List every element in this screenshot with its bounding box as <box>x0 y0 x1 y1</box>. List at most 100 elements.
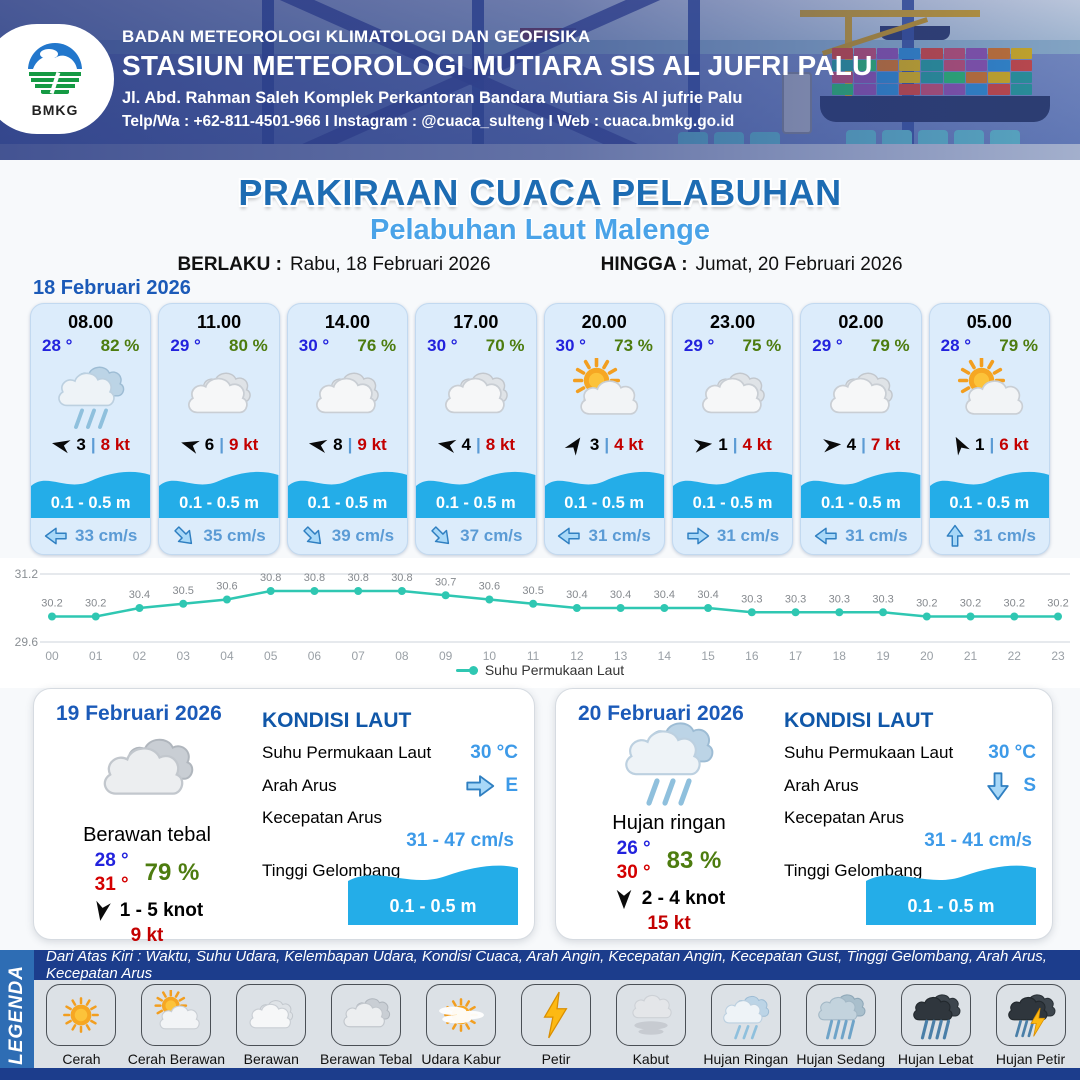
petir-icon <box>520 984 591 1046</box>
current-direction-icon <box>172 526 196 546</box>
current-direction-icon <box>429 526 453 546</box>
svg-text:07: 07 <box>351 649 365 663</box>
svg-text:30.8: 30.8 <box>391 572 412 584</box>
hourly-card: 14.00 30 ° 76 % 8 | 9 kt 0.1 - 0.5 m 39 … <box>286 303 409 555</box>
svg-text:30.6: 30.6 <box>479 581 500 593</box>
separator: | <box>732 435 738 454</box>
legend-item-label: Hujan Lebat <box>897 1051 974 1067</box>
current-speed: 33 cm/s <box>74 526 138 545</box>
wave-height-band: 0.1 - 0.5 m <box>672 466 793 518</box>
separator: | <box>219 435 225 454</box>
card-temp: 29 ° <box>683 336 715 355</box>
current-speed: 35 cm/s <box>203 526 266 545</box>
svg-text:30.2: 30.2 <box>85 598 106 610</box>
weather-icon <box>31 356 150 432</box>
wind-direction-icon <box>180 435 200 455</box>
card-time: 08.00 <box>68 312 114 332</box>
svg-text:01: 01 <box>89 649 103 663</box>
svg-text:30.2: 30.2 <box>41 598 62 610</box>
wind-speed: 1 <box>718 435 728 454</box>
wave-height-band: 0.1 - 0.5 m <box>416 466 536 518</box>
hourly-card: 20.00 30 ° 73 % 3 | 4 kt 0.1 - 0.5 m 31 … <box>543 303 665 555</box>
wind-gust: 4 kt <box>614 435 644 454</box>
legend-title: LEGENDA <box>6 965 27 1065</box>
svg-text:13: 13 <box>614 649 628 663</box>
weather-icon <box>545 356 664 432</box>
wave-height-band: 0.1 - 0.5 m <box>801 466 921 518</box>
svg-text:30.4: 30.4 <box>129 589 150 601</box>
wind-direction-icon <box>613 888 635 910</box>
current-row: 33 cm/s <box>31 518 150 554</box>
sst-label: Suhu Permukaan Laut <box>262 743 432 762</box>
wind-direction-icon <box>91 900 113 922</box>
sst-value: 30 °C <box>470 742 518 763</box>
daily-card: 20 Februari 2026 Hujan ringan 26 ° 30 ° … <box>555 688 1053 940</box>
bmkg-logo: BMKG <box>0 24 114 134</box>
weather-icon <box>930 356 1049 432</box>
header-overlay <box>0 0 1080 160</box>
current-speed: 31 cm/s <box>973 526 1036 545</box>
legend-item: Cerah <box>35 984 127 1067</box>
current-direction-label: Arah Arus <box>784 776 859 795</box>
station-address: Jl. Abd. Rahman Saleh Komplek Perkantora… <box>122 89 743 107</box>
wind-gust: 9 kt <box>357 435 387 454</box>
current-speed: 31 cm/s <box>716 526 780 545</box>
svg-text:04: 04 <box>220 649 234 663</box>
svg-text:03: 03 <box>177 649 191 663</box>
current-direction-icon <box>943 524 967 547</box>
svg-text:29.6: 29.6 <box>15 635 39 649</box>
card-humidity: 73 % <box>614 336 653 355</box>
legend-item: Petir <box>510 984 602 1067</box>
wind-direction-icon <box>437 435 457 455</box>
svg-text:12: 12 <box>570 649 584 663</box>
sst-chart: 31.2 29.6 30.2 00 30.2 01 30.4 02 30.5 03 30.6 04 30… <box>15 567 1070 663</box>
temp-humidity-row: 28 ° 82 % <box>31 336 150 356</box>
legend-item-label: Berawan <box>243 1051 299 1067</box>
temp-humidity-row: 30 ° 76 % <box>288 336 407 356</box>
wave-height: 0.1 - 0.5 m <box>564 494 645 512</box>
legend-items: Cerah Cerah Berawan Berawan Berawan Teba… <box>34 984 1078 1067</box>
card-humidity: 79 % <box>870 336 910 355</box>
wind-row: 4 | 7 kt <box>801 432 920 458</box>
wind-gust: 9 kt <box>229 435 259 454</box>
legend-item: Hujan Lebat <box>890 984 982 1067</box>
card-temp: 29 ° <box>170 336 201 355</box>
svg-text:30.8: 30.8 <box>260 572 281 584</box>
legend-item: Kabut <box>605 984 697 1067</box>
temp-humidity-row: 29 ° 75 % <box>673 336 792 356</box>
cerah-berawan-icon <box>141 984 212 1046</box>
svg-text:00: 00 <box>45 649 59 663</box>
current-direction-icon <box>686 526 710 546</box>
hourly-card: 17.00 30 ° 70 % 4 | 8 kt 0.1 - 0.5 m 37 … <box>415 303 537 555</box>
condition-label: Hujan ringan <box>612 812 726 834</box>
wave-height-band: 0.1 - 0.5 m <box>31 466 151 518</box>
card-humidity: 76 % <box>357 336 397 355</box>
svg-text:30.3: 30.3 <box>872 593 893 605</box>
wave-height: 0.1 - 0.5 m <box>692 494 773 512</box>
wave-height: 0.1 - 0.5 m <box>307 494 388 512</box>
valid-from-value: Rabu, 18 Februari 2026 <box>289 254 491 275</box>
svg-text:02: 02 <box>133 649 147 663</box>
wind-direction-icon <box>308 435 328 455</box>
svg-text:18: 18 <box>833 649 847 663</box>
card-temp: 28 ° <box>42 336 73 355</box>
svg-text:30.2: 30.2 <box>960 598 981 610</box>
wave-height-band: 0.1 - 0.5 m <box>929 466 1049 518</box>
svg-text:23: 23 <box>1051 649 1065 663</box>
wind-direction-icon <box>950 435 970 456</box>
wind-row: 3 | 4 kt <box>545 432 664 458</box>
hujan-sedang-icon <box>805 984 876 1046</box>
svg-text:06: 06 <box>308 649 322 663</box>
card-humidity: 82 % <box>100 336 140 355</box>
svg-text:20: 20 <box>920 649 934 663</box>
wind-speed: 1 <box>975 435 985 454</box>
wind-row: 8 | 9 kt <box>288 432 407 458</box>
svg-text:08: 08 <box>395 649 409 663</box>
wind-speed: 3 <box>76 435 86 454</box>
page-title: PRAKIRAAN CUACA PELABUHAN <box>238 172 842 213</box>
temp-max: 31 ° <box>94 873 129 895</box>
condition-label: Berawan tebal <box>83 824 211 846</box>
station-contact: Telp/Wa : +62-811-4501-966 I Instagram :… <box>122 113 735 130</box>
humidity: 83 % <box>666 846 722 874</box>
